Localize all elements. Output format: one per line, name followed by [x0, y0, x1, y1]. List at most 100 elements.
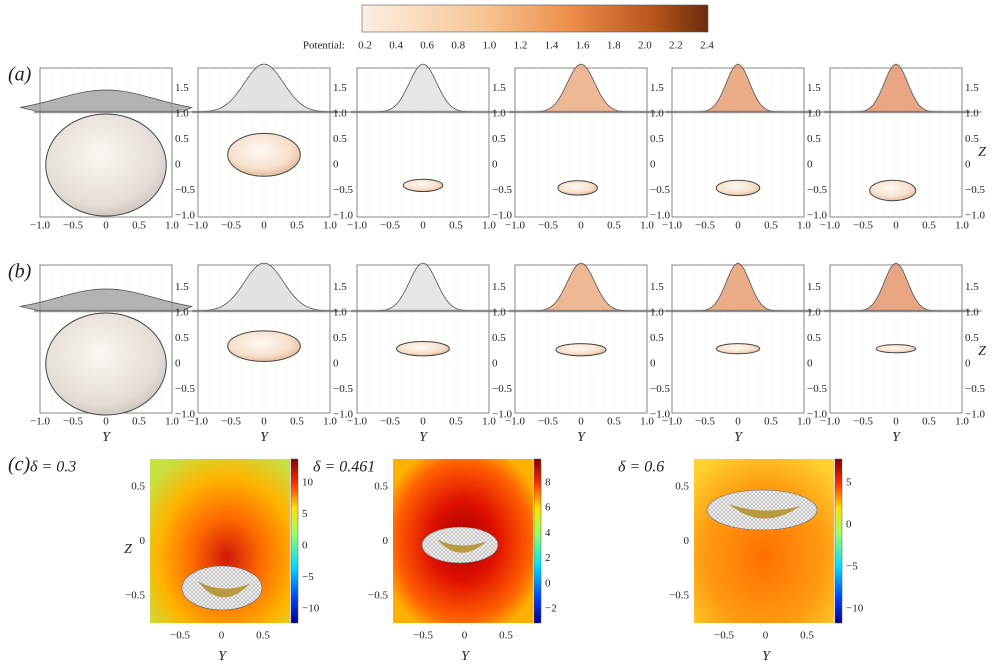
x-tick-label: 0.5	[764, 220, 778, 232]
y-tick-label: −1.0	[492, 210, 512, 222]
x-tick-label: 0	[420, 416, 426, 428]
x-tick-label: 1.0	[797, 220, 811, 232]
x-tick-label: 1.0	[165, 220, 179, 232]
y-tick-label: 0	[333, 358, 339, 370]
x-tick-label: 0	[462, 630, 468, 642]
y-tick-label: 0.5	[175, 332, 189, 344]
colorbar-tick-label: 5	[302, 508, 308, 520]
y-tick-label: −0.5	[333, 383, 353, 395]
y-tick-label: −1.0	[175, 409, 195, 421]
x-tick-label: −0.5	[380, 220, 400, 232]
y-tick-label: −1.0	[492, 409, 512, 421]
x-tick-label: −1.0	[30, 416, 50, 428]
y-tick-label: −0.5	[368, 590, 388, 602]
droplet	[869, 179, 917, 202]
y-tick-label: 1.5	[175, 281, 189, 293]
y-tick-label: 1.5	[333, 281, 347, 293]
x-tick-label: 0.5	[800, 630, 814, 642]
x-tick-label: −0.5	[714, 630, 734, 642]
y-tick-label: 0.5	[492, 133, 506, 145]
panel-title: δ = 0.461	[313, 459, 375, 476]
x-tick-label: 0	[893, 416, 899, 428]
z-axis-label: Z	[124, 542, 132, 557]
x-tick-label: 0	[420, 220, 426, 232]
colorbar	[834, 458, 843, 624]
x-tick-label: 0	[103, 220, 109, 232]
colorbar-tick-label: 1.8	[607, 40, 621, 52]
x-axis-label: Y	[892, 430, 902, 445]
x-tick-label: 0.5	[290, 416, 304, 428]
y-tick-label: 1.5	[965, 281, 979, 293]
x-tick-label: −0.5	[853, 416, 873, 428]
x-tick-label: 0.5	[449, 220, 463, 232]
y-tick-label: 1.5	[492, 82, 506, 94]
x-tick-label: 1.0	[482, 416, 496, 428]
y-tick-label: 0	[175, 358, 181, 370]
x-tick-label: −1.0	[30, 220, 50, 232]
x-tick-label: 1.0	[323, 416, 337, 428]
x-tick-label: −0.5	[695, 220, 715, 232]
y-tick-label: 1.0	[650, 108, 664, 120]
y-tick-label: 0	[965, 358, 971, 370]
x-tick-label: −1.0	[820, 416, 840, 428]
x-tick-label: 0.5	[132, 416, 146, 428]
y-tick-label: 0.5	[333, 133, 347, 145]
y-tick-label: 1.0	[333, 307, 347, 319]
colorbar-tick-label: 6	[545, 502, 551, 514]
potential-profile	[20, 89, 194, 113]
x-tick-label: 0	[219, 630, 225, 642]
colorbar-tick-label: −5	[302, 571, 314, 583]
droplet-mesh	[421, 526, 499, 564]
x-tick-label: 0	[578, 220, 584, 232]
x-tick-label: 0	[261, 416, 267, 428]
y-tick-label: −1.0	[965, 409, 985, 421]
panel-label: (c)	[8, 454, 31, 476]
colorbar-tick-label: 0.2	[358, 40, 372, 52]
y-tick-label: 1.0	[807, 108, 821, 120]
x-tick-label: −1.0	[347, 416, 367, 428]
droplet	[402, 178, 444, 193]
y-tick-label: −0.5	[650, 383, 670, 395]
x-tick-label: −1.0	[662, 220, 682, 232]
x-axis-label: Y	[762, 649, 772, 664]
y-tick-label: 1.0	[492, 307, 506, 319]
x-tick-label: −0.5	[413, 630, 433, 642]
colorbar-tick-label: 1.2	[514, 40, 528, 52]
x-tick-label: −0.5	[63, 220, 83, 232]
droplet	[715, 343, 761, 355]
x-tick-label: −1.0	[662, 416, 682, 428]
colorbar-label: Potential:	[303, 40, 345, 52]
z-axis-label: Z	[978, 145, 986, 160]
y-tick-label: 0	[807, 159, 813, 171]
y-tick-label: 0	[650, 358, 656, 370]
droplet	[875, 344, 917, 354]
y-tick-label: 0	[383, 535, 389, 547]
x-tick-label: −1.0	[820, 220, 840, 232]
colorbar-tick-label: 4	[545, 527, 551, 539]
x-tick-label: −0.5	[170, 630, 190, 642]
x-tick-label: 0.5	[449, 416, 463, 428]
colorbar-tick-label: 1.0	[482, 40, 496, 52]
x-tick-label: −1.0	[505, 220, 525, 232]
y-tick-label: 0	[965, 159, 971, 171]
x-tick-label: −0.5	[221, 220, 241, 232]
x-axis-label: Y	[419, 430, 429, 445]
colorbar-tick-label: 2.2	[669, 40, 683, 52]
droplet	[45, 113, 167, 217]
z-axis-label: Z	[978, 344, 986, 359]
droplet	[396, 341, 450, 357]
y-tick-label: −0.5	[965, 383, 985, 395]
y-tick-label: 1.5	[650, 281, 664, 293]
x-tick-label: −0.5	[538, 220, 558, 232]
y-tick-label: 0	[140, 535, 146, 547]
y-tick-label: 1.0	[650, 307, 664, 319]
colorbar-tick-label: 2.4	[700, 40, 714, 52]
x-tick-label: 0	[578, 416, 584, 428]
x-axis-label: Y	[734, 430, 744, 445]
x-tick-label: 0.5	[607, 416, 621, 428]
y-tick-label: −1.0	[175, 210, 195, 222]
colorbar-tick-label: 10	[302, 477, 314, 489]
droplet	[45, 312, 167, 416]
potential-profile	[20, 288, 194, 312]
droplet-inner	[198, 581, 250, 598]
